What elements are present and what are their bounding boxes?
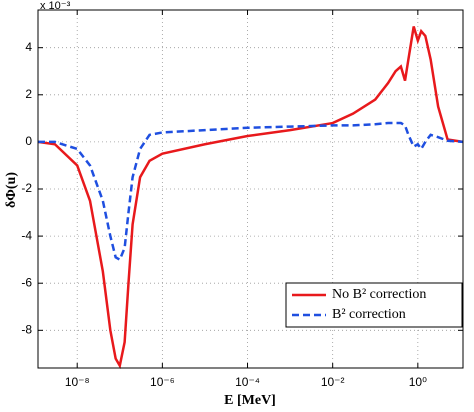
y-tick-label: -8: [21, 322, 32, 336]
x-tick-label: 10⁻⁸: [65, 375, 90, 389]
y-tick-label: -4: [21, 228, 32, 242]
x-tick-label: 10⁻⁶: [150, 375, 175, 389]
y-tick-label: -2: [21, 181, 32, 195]
x-tick-label: 10⁻⁴: [235, 375, 260, 389]
y-tick-label: 2: [25, 87, 32, 101]
y-multiplier: x 10⁻³: [40, 0, 71, 12]
y-axis-label: δΦ(u): [4, 172, 19, 208]
y-tick-label: -6: [21, 275, 32, 289]
data-line: [37, 26, 464, 370]
data-line: [38, 121, 464, 262]
legend-box: [285, 282, 463, 328]
legend-label: B² correction: [332, 307, 406, 322]
x-axis-label: E [MeV]: [224, 393, 276, 408]
x-tick-label: 10⁻²: [321, 375, 345, 389]
legend-label: No B² correction: [332, 287, 426, 302]
x-tick-label: 10⁰: [409, 375, 427, 389]
y-tick-label: 4: [25, 40, 32, 54]
y-tick-label: 0: [25, 134, 32, 148]
plot-frame: [37, 9, 464, 369]
